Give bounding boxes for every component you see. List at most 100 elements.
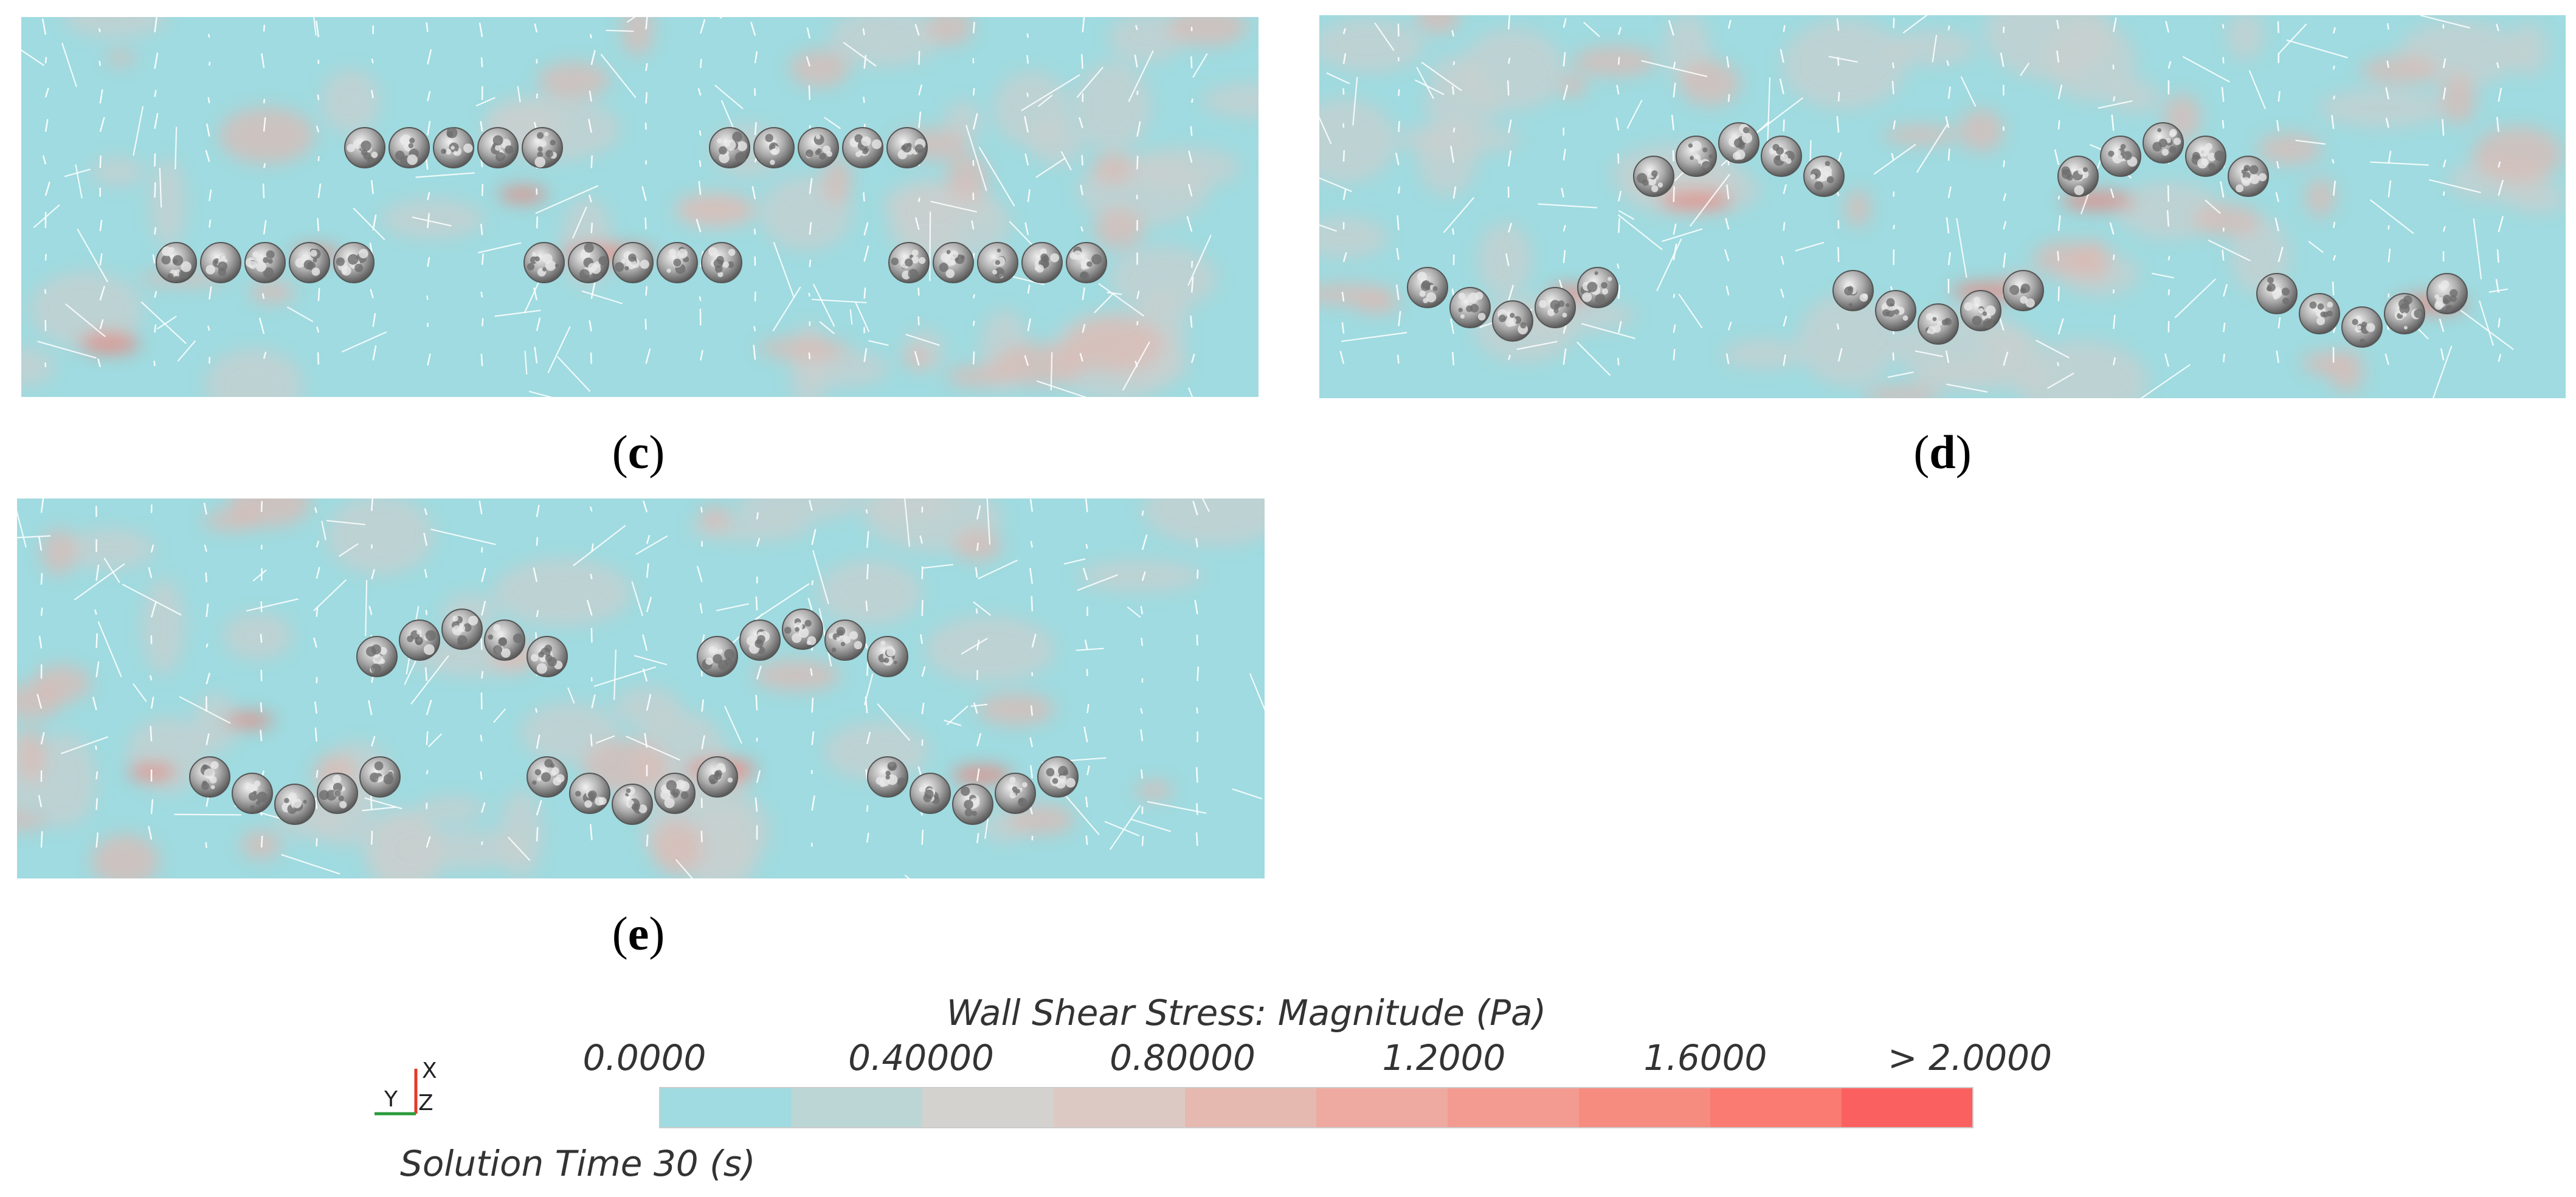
particle	[527, 636, 568, 677]
contour-patch-light	[33, 732, 97, 828]
flow-vector	[1837, 247, 1840, 263]
contour-patch-pink	[41, 528, 77, 576]
flow-vector	[38, 635, 43, 649]
flow-vector	[481, 184, 484, 196]
flow-vector	[1726, 184, 1730, 199]
contour-patch-light	[790, 322, 829, 397]
particle-texture	[2273, 294, 2279, 300]
particle-texture	[218, 253, 226, 262]
flow-vector	[1576, 341, 1611, 376]
flow-vector	[2442, 191, 2445, 196]
flow-vector	[261, 293, 265, 299]
particle-texture	[939, 263, 948, 272]
flow-vector	[1079, 353, 1083, 362]
flow-vector	[314, 701, 317, 714]
flow-vector	[1342, 123, 1345, 128]
particle-texture	[492, 135, 503, 146]
flow-vector	[533, 287, 538, 301]
flow-vector	[812, 283, 835, 327]
flow-vector	[751, 186, 756, 199]
flow-vector	[1201, 498, 1210, 512]
flow-vector	[865, 643, 868, 649]
particle	[2299, 293, 2340, 334]
particle-texture	[204, 768, 215, 779]
particle-texture	[2327, 302, 2333, 308]
flow-vector	[75, 164, 83, 199]
flow-vector	[1397, 23, 1400, 36]
flow-vector	[589, 91, 592, 102]
flow-vector	[317, 218, 320, 232]
flow-vector	[44, 119, 49, 132]
flow-vector	[410, 655, 449, 705]
flow-vector	[2370, 161, 2429, 166]
flow-vector	[1098, 283, 1145, 317]
particle-texture	[1848, 303, 1853, 308]
particle-texture	[493, 624, 501, 632]
particle-texture	[660, 789, 671, 800]
particle-texture	[911, 249, 919, 257]
flow-vector	[33, 204, 60, 229]
particle-texture	[837, 630, 844, 636]
flow-vector	[2057, 318, 2064, 335]
flow-vector	[2056, 50, 2060, 63]
particle-texture	[1886, 298, 1895, 307]
flow-vector	[1421, 61, 1462, 91]
particle-texture	[284, 798, 289, 804]
flow-vector	[2385, 117, 2389, 128]
flow-vector	[1050, 352, 1053, 391]
flow-vector	[154, 324, 157, 333]
particle-texture	[1419, 291, 1426, 297]
flow-vector	[2498, 179, 2504, 196]
particle	[1021, 242, 1063, 283]
flow-vector	[811, 580, 814, 585]
flow-vector	[589, 506, 593, 512]
particle	[654, 773, 696, 814]
particle-texture	[1944, 318, 1952, 326]
contour-blur-group	[17, 498, 1265, 878]
flow-vector	[2221, 87, 2225, 102]
flow-vector	[2332, 65, 2335, 70]
flow-vector	[1452, 186, 1457, 199]
particle	[156, 242, 197, 283]
particle-texture	[1009, 776, 1016, 784]
particle-texture	[1972, 316, 1982, 326]
flow-vector	[2276, 160, 2279, 169]
flow-vector	[756, 770, 761, 783]
flow-vector	[976, 833, 979, 844]
flow-vector	[2385, 87, 2389, 100]
particle-texture	[303, 260, 314, 270]
particle-texture	[757, 635, 765, 643]
colorbar-swatch	[1185, 1088, 1317, 1128]
flow-vector	[1414, 79, 1445, 95]
particle	[2003, 270, 2044, 311]
particle-texture	[815, 134, 821, 140]
flow-vector	[205, 123, 210, 137]
flow-vector	[313, 17, 317, 36]
particle-texture	[1520, 322, 1527, 329]
flow-vector	[1026, 92, 1029, 97]
flow-vector	[2057, 85, 2063, 100]
flow-vector	[920, 634, 923, 644]
flow-vector	[1726, 56, 1730, 68]
flow-vector	[754, 797, 758, 812]
flow-vector	[1083, 567, 1088, 581]
particle-texture	[1432, 286, 1438, 291]
flow-vector	[317, 183, 322, 198]
flow-vector	[699, 603, 703, 614]
flow-vector	[2205, 199, 2221, 215]
flow-vector	[700, 506, 703, 513]
particle-texture	[553, 776, 562, 786]
particle-texture	[949, 250, 959, 259]
flow-vector	[613, 649, 617, 700]
particle-texture	[669, 249, 676, 256]
particle-texture	[488, 634, 494, 640]
particle	[274, 784, 316, 825]
flow-vector	[1027, 318, 1032, 331]
flow-vector	[205, 603, 209, 617]
flow-vector	[700, 58, 702, 68]
flow-vector	[1030, 765, 1034, 779]
flow-vector	[1947, 86, 1951, 99]
particle	[952, 784, 993, 825]
flow-vector	[99, 219, 103, 232]
flow-vector	[1891, 153, 1894, 161]
